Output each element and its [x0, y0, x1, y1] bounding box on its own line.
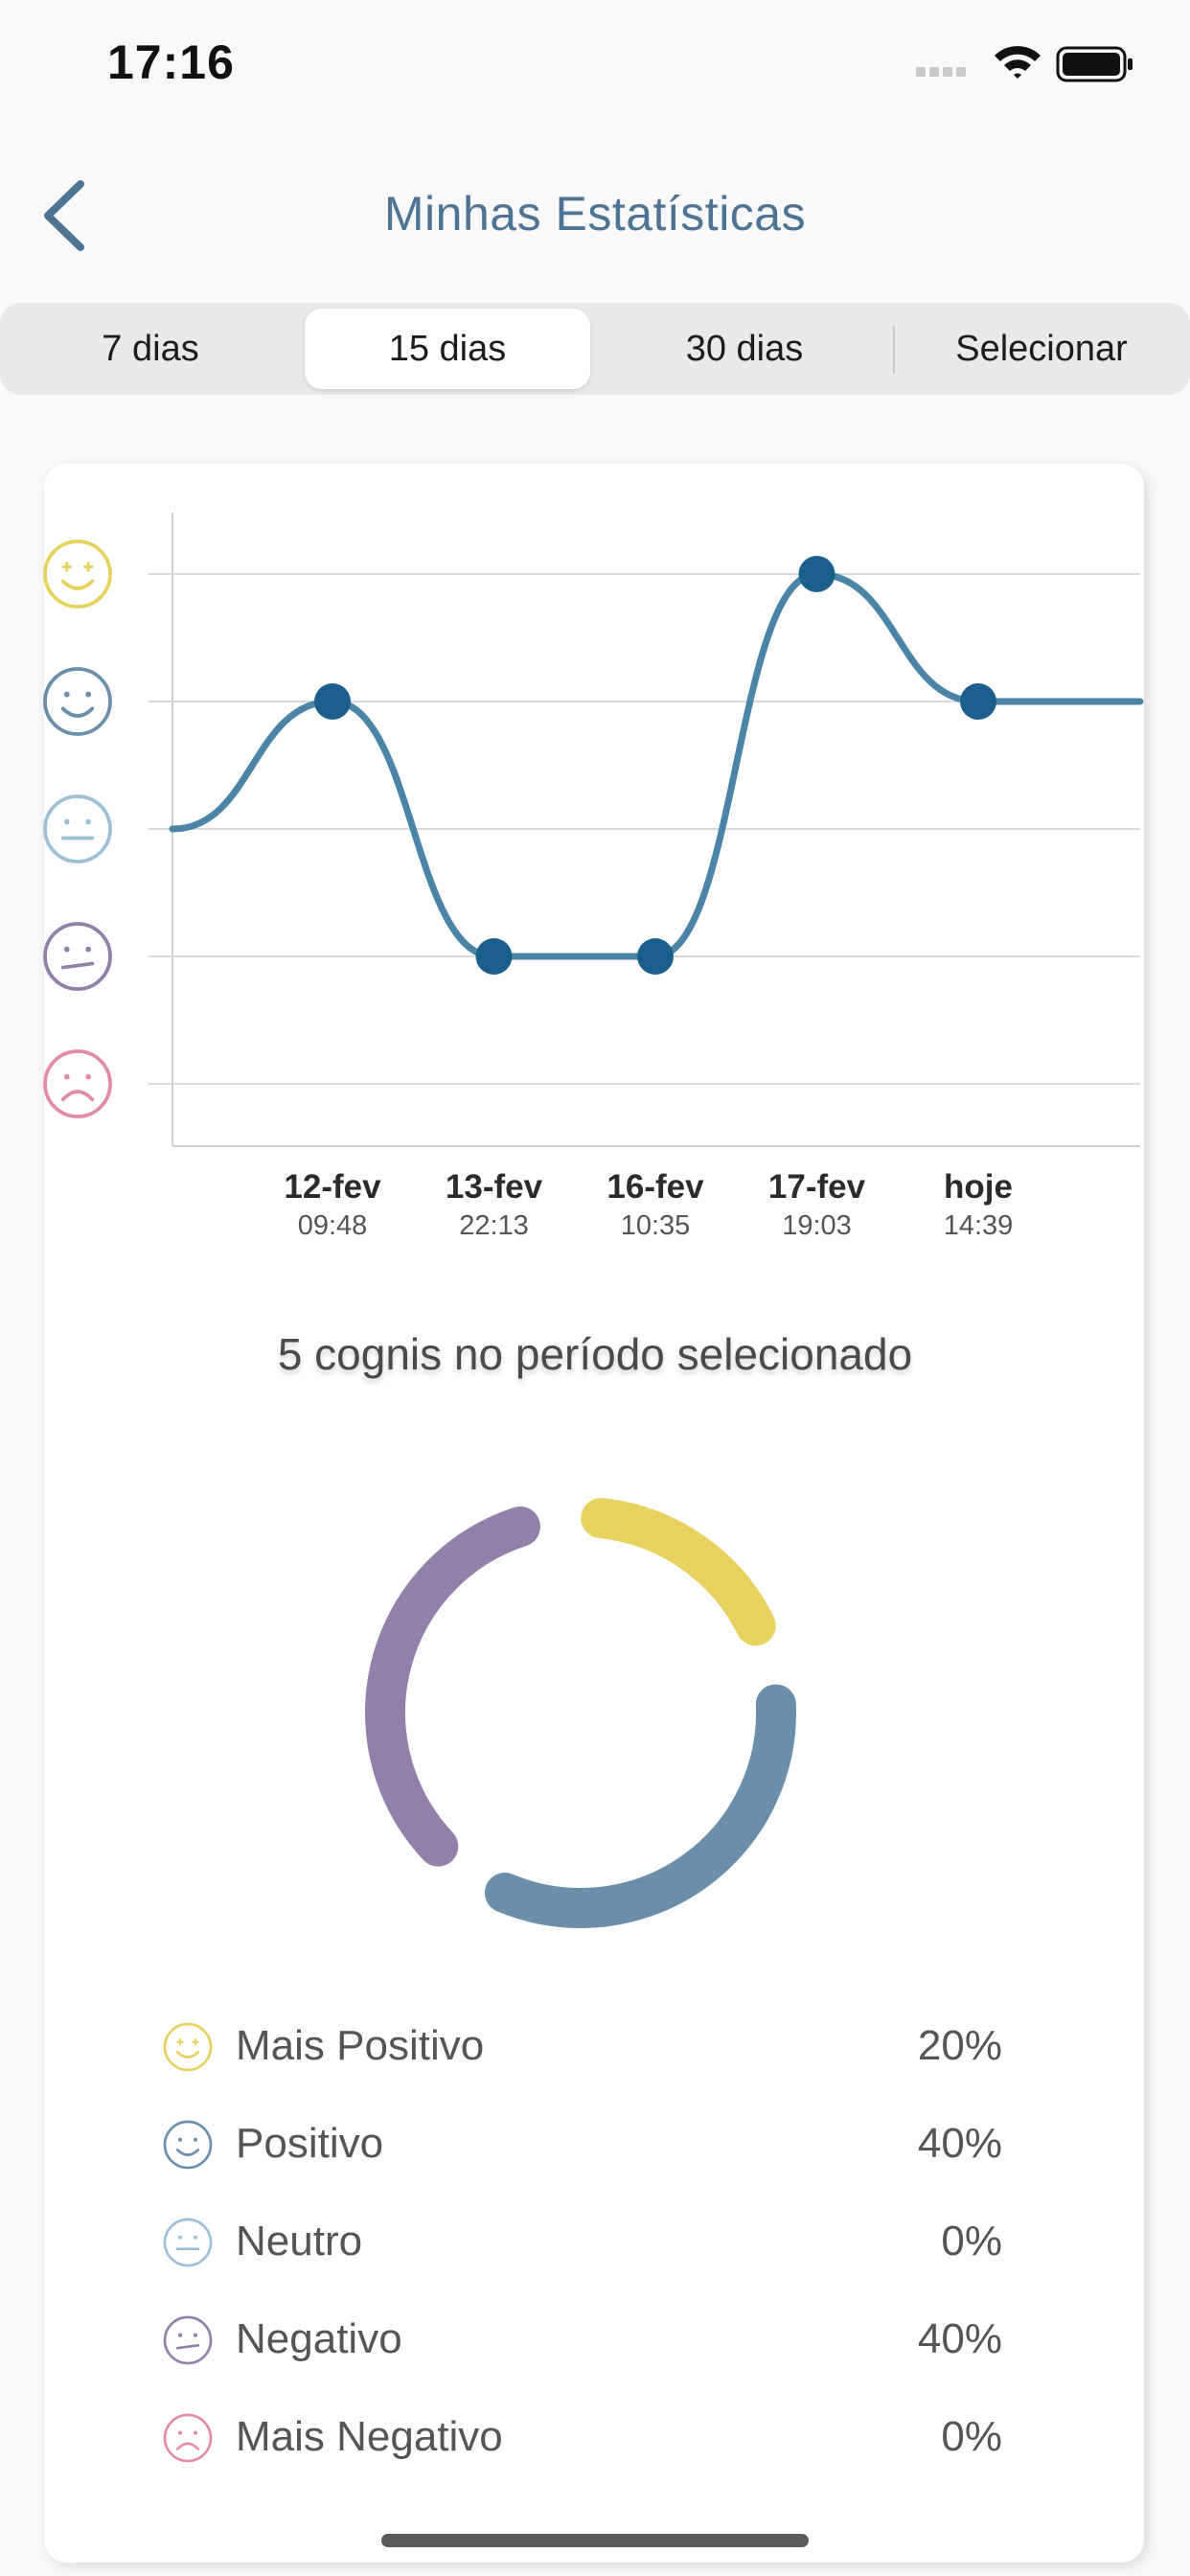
- home-indicator: [381, 2534, 809, 2547]
- neutral-face-icon: [163, 2218, 213, 2267]
- donut-slice-negativo: [365, 1506, 540, 1867]
- happy-face-icon: [43, 667, 112, 736]
- legend-label: Mais Negativo: [236, 2413, 503, 2460]
- x-tick-time: 09:48: [298, 1210, 368, 1241]
- very-happy-face-icon: [43, 540, 112, 609]
- donut-slice-positivo: [484, 1684, 796, 1928]
- status-time: 17:16: [107, 35, 235, 89]
- period-segmented-control: 7 dias 15 dias 30 dias Selecionar: [0, 303, 1190, 395]
- legend-label: Mais Positivo: [236, 2022, 485, 2069]
- legend-percent: 20%: [917, 2022, 1002, 2069]
- data-point[interactable]: [960, 683, 996, 720]
- x-tick-date: 17-fev: [768, 1168, 866, 1206]
- segment-30-dias[interactable]: 30 dias: [685, 328, 804, 369]
- very-happy-face-icon: [163, 2022, 213, 2072]
- data-point[interactable]: [314, 683, 351, 720]
- data-point[interactable]: [637, 938, 674, 975]
- donut-slice-mais-positivo: [581, 1498, 776, 1646]
- legend-item: Mais Negativo 0%: [159, 2400, 1002, 2476]
- x-tick-time: 14:39: [944, 1210, 1014, 1241]
- legend-item: Negativo 40%: [159, 2302, 1002, 2379]
- legend-item: Positivo 40%: [159, 2106, 1002, 2183]
- legend-item: Mais Positivo 20%: [159, 2009, 1002, 2085]
- happy-face-icon: [163, 2120, 213, 2170]
- neutral-face-icon-glyph: [163, 2218, 213, 2267]
- neutral-face-icon: [43, 794, 112, 863]
- legend-label: Neutro: [236, 2218, 363, 2265]
- segment-7-dias[interactable]: 7 dias: [102, 328, 199, 369]
- unhappy-face-icon-glyph: [163, 2315, 213, 2365]
- happy-face-icon-glyph: [163, 2120, 213, 2170]
- x-tick-time: 22:13: [459, 1210, 529, 1241]
- battery-icon: [1056, 46, 1133, 82]
- status-icons: [916, 46, 1133, 82]
- cellular-signal-icon: [916, 67, 966, 77]
- mood-series-line: [169, 570, 1144, 960]
- x-tick-date: 16-fev: [606, 1168, 704, 1206]
- segment-15-dias[interactable]: 15 dias: [305, 309, 590, 389]
- legend-percent: 0%: [941, 2413, 1002, 2460]
- segment-divider: [893, 326, 895, 374]
- legend-label: Positivo: [236, 2120, 384, 2167]
- x-tick-date: hoje: [944, 1168, 1013, 1206]
- legend-percent: 40%: [917, 2120, 1002, 2167]
- sad-face-icon: [163, 2413, 213, 2463]
- data-point[interactable]: [798, 556, 835, 592]
- x-tick-date: 12-fev: [284, 1168, 381, 1206]
- cognis-summary: 5 cognis no período selecionado: [277, 1329, 913, 1379]
- back-button[interactable]: [33, 172, 109, 259]
- legend-item: Neutro 0%: [159, 2204, 1002, 2281]
- x-tick-time: 10:35: [621, 1210, 691, 1241]
- page-title: Minhas Estatísticas: [383, 187, 807, 241]
- legend-percent: 0%: [941, 2218, 1002, 2265]
- segment-selecionar[interactable]: Selecionar: [955, 328, 1128, 369]
- sad-face-icon: [43, 1049, 112, 1118]
- x-tick-date: 13-fev: [446, 1168, 543, 1206]
- chevron-left-icon: [44, 180, 84, 251]
- unhappy-face-icon: [43, 922, 112, 991]
- very-happy-face-icon-glyph: [163, 2022, 213, 2072]
- x-tick-time: 19:03: [782, 1210, 852, 1241]
- legend-label: Negativo: [236, 2315, 402, 2362]
- sad-face-icon-glyph: [163, 2413, 213, 2463]
- data-point[interactable]: [475, 938, 513, 975]
- unhappy-face-icon: [163, 2315, 213, 2365]
- legend-percent: 40%: [917, 2315, 1002, 2362]
- wifi-icon: [995, 46, 1041, 79]
